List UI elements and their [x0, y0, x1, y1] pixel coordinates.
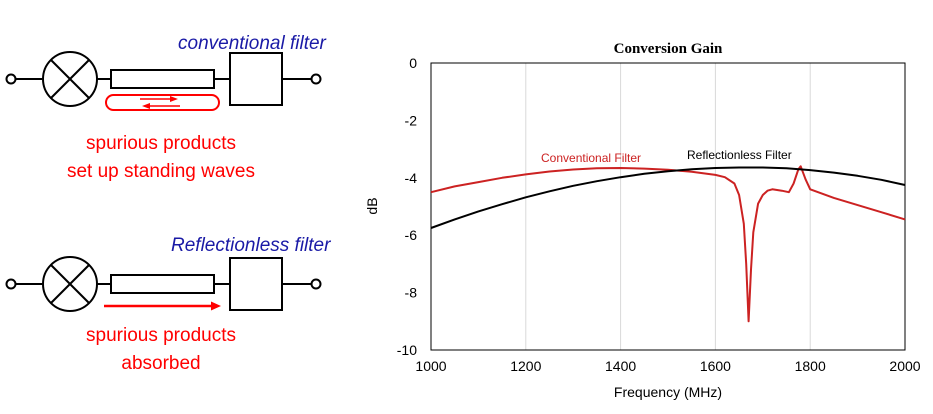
- y-axis-ticks: 0 -2 -4 -6 -8 -10: [397, 55, 417, 358]
- y-axis-title: dB: [364, 197, 380, 214]
- series-line-conventional: [430, 165, 906, 323]
- series-label-reflectionless: Reflectionless Filter: [687, 148, 792, 162]
- x-axis-ticks: 1000 1200 1400 1600 1800 2000: [415, 358, 920, 374]
- top-caption-line2: set up standing waves: [67, 161, 255, 182]
- y-tick-label: -2: [405, 112, 418, 128]
- transmission-line: [110, 274, 215, 294]
- conventional-filter-label: conventional filter: [178, 33, 327, 54]
- reflectionless-filter-box: [229, 257, 283, 311]
- output-port-icon: [310, 278, 322, 290]
- reflectionless-filter-label: Reflectionless filter: [171, 235, 331, 256]
- x-tick-label: 2000: [889, 358, 920, 374]
- x-axis-title: Frequency (MHz): [614, 384, 722, 400]
- x-tick-label: 1000: [415, 358, 446, 374]
- forward-arrow-icon: [170, 96, 178, 102]
- series-label-conventional: Conventional Filter: [541, 151, 641, 165]
- y-tick-label: -10: [397, 342, 417, 358]
- chart-series: [430, 165, 906, 323]
- chart-title: Conversion Gain: [614, 41, 723, 57]
- y-tick-label: -4: [405, 170, 418, 186]
- x-tick-label: 1800: [795, 358, 826, 374]
- conventional-circuit: [5, 51, 322, 107]
- x-tick-label: 1600: [700, 358, 731, 374]
- reflectionless-circuit: [5, 256, 322, 312]
- top-caption-line1: spurious products: [86, 133, 236, 154]
- output-port-icon: [310, 73, 322, 85]
- chart-grid: [525, 63, 811, 350]
- mixer-filter-diagram: conventional filter spurious products se…: [5, 33, 331, 374]
- plot-area: [430, 62, 906, 351]
- bottom-caption-line2: absorbed: [121, 353, 200, 374]
- conventional-filter-box: [229, 52, 283, 106]
- transmission-line: [110, 69, 215, 89]
- x-tick-label: 1400: [605, 358, 636, 374]
- x-tick-label: 1200: [510, 358, 541, 374]
- bottom-caption-line1: spurious products: [86, 325, 236, 346]
- standing-wave-loop: [105, 94, 220, 111]
- conversion-gain-chart: Conversion Gain 0 -2 -4 -6 -8 -10 1000 1200 140…: [364, 41, 921, 400]
- forward-arrow-icon: [211, 301, 221, 311]
- y-tick-label: -6: [405, 227, 418, 243]
- absorbed-arrow: [104, 301, 221, 311]
- series-line-reflectionless: [430, 166, 906, 229]
- backward-arrow-icon: [142, 103, 150, 109]
- y-tick-label: 0: [409, 55, 417, 71]
- input-port-icon: [5, 73, 17, 85]
- input-port-icon: [5, 278, 17, 290]
- y-tick-label: -8: [405, 285, 418, 301]
